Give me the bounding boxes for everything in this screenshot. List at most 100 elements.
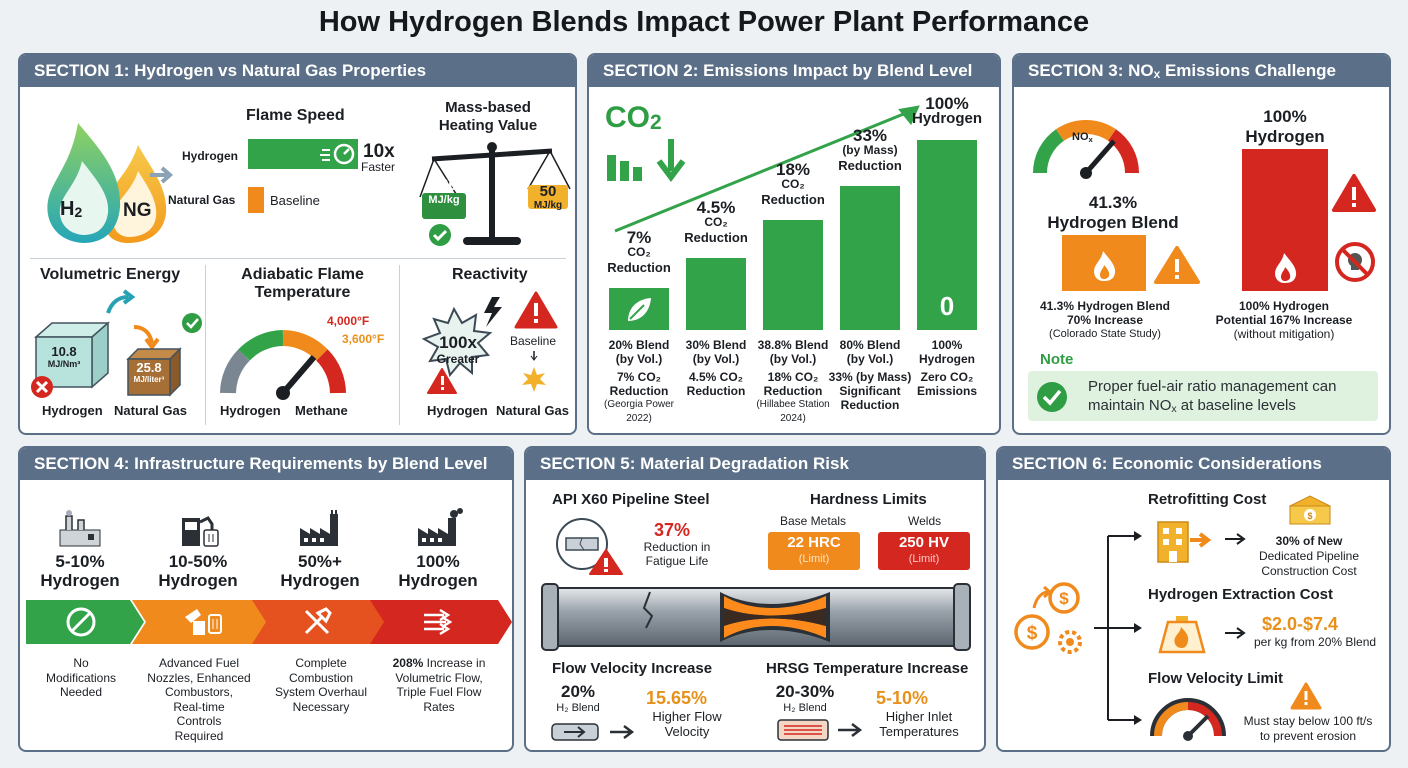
infra-level-icon-1 [58, 508, 102, 553]
co2-label: CO2 [605, 101, 662, 134]
balance-scale-icon [419, 142, 571, 245]
warning-icon-3 [1290, 682, 1322, 710]
flame-speed-title: Flame Speed [246, 107, 345, 124]
arrow-right-icon [150, 166, 174, 184]
section-2-header: SECTION 2: Emissions Impact by Blend Lev… [589, 55, 999, 87]
vol-lbl-h2: Hydrogen [42, 403, 103, 418]
infra-level-desc-4: 208% Increase in Volumetric Flow, Triple F… [392, 656, 486, 714]
flow-desc: Higher Flow Velocity [652, 709, 722, 739]
volumetric-title: Volumetric Energy [40, 266, 181, 283]
flow-limit-title: Flow Velocity Limit [1148, 670, 1284, 687]
note-title: Note [1040, 351, 1074, 368]
api-pct: 37% [654, 520, 691, 540]
hrsg-desc: Higher Inlet Temperatures [879, 709, 959, 739]
welds-label: Welds [908, 514, 942, 528]
pipe-crack-icon [556, 518, 623, 575]
reactivity-burst-icon [421, 291, 558, 394]
emission-bar-label-4: 33% (by Mass) Reduction [838, 126, 902, 173]
infra-chevron-3 [252, 600, 390, 644]
section-4-panel: SECTION 4: Infrastructure Requirements b… [18, 446, 514, 752]
mass-heating-title: Mass-based Heating Value [438, 99, 538, 134]
emission-bar-5 [917, 140, 977, 330]
weight-flame-icon [1158, 616, 1206, 654]
base-metal-badge: 22 HRC (Limit) [768, 532, 860, 570]
branch-arrows-icon [1094, 531, 1142, 725]
vol-lbl-ng: Natural Gas [114, 403, 187, 418]
nox-gauge-icon [1032, 119, 1140, 179]
check-circle-icon [1037, 382, 1067, 412]
arrow-right-icon-2 [1225, 533, 1246, 545]
emission-category-1: 20% Blend (by Vol.) 7% CO₂ Reduction (Georgi… [603, 338, 675, 424]
flame-speed-row-h2: Hydrogen [182, 149, 239, 163]
emission-bar-label-1: 7% CO₂ Reduction [607, 228, 671, 275]
flame-speed-bar-ng [248, 187, 264, 213]
warning-icon-2 [1332, 174, 1376, 212]
h2-speed-sub: Faster [361, 160, 396, 174]
extraction-value: $2.0-$7.4 [1262, 614, 1339, 634]
retro-title: Retrofitting Cost [1148, 491, 1267, 508]
reactivity-baseline: Baseline [510, 334, 557, 348]
emission-category-2: 30% Blend (by Vol.) 4.5% CO₂ Reduction [685, 338, 747, 398]
nox-caption-h2: 100% Hydrogen Potential 167% Increase (wit… [1215, 299, 1353, 341]
section-5-header: SECTION 5: Material Degradation Risk [526, 448, 984, 480]
reactivity-value: 100x Greater [436, 333, 480, 366]
api-desc: Reduction in Fatigue Life [643, 540, 711, 568]
emission-bar-3 [763, 220, 823, 330]
section-6-header: SECTION 6: Economic Considerations [998, 448, 1389, 480]
section-2-panel: SECTION 2: Emissions Impact by Blend Lev… [587, 53, 1001, 435]
arrow-right-icon-3 [1225, 627, 1246, 639]
emission-bar-label-5: 100% Hydrogen [911, 94, 982, 127]
flow-title: Flow Velocity Increase [552, 660, 713, 677]
infra-level-icon-2 [176, 508, 220, 553]
emissions-bar-chart: 7% CO₂ Reduction 20% Blend (by Vol.) 7% CO₂ Re… [589, 55, 999, 433]
extraction-sub: per kg from 20% Blend [1254, 635, 1377, 649]
mass-ng-value: 50 MJ/kg [533, 183, 563, 211]
note-box [1028, 371, 1378, 421]
base-metals-label: Base Metals [780, 514, 847, 528]
emission-bar-label-3: 18% CO₂ Reduction [761, 160, 825, 207]
infra-chevron-icon-3 [300, 605, 334, 644]
emission-category-4: 80% Blend (by Vol.) 33% (by Mass) Significa… [828, 338, 912, 412]
heater-coil-icon [777, 719, 863, 741]
h2-label: H2 [60, 198, 83, 220]
flow-pipe-icon [551, 723, 635, 741]
hardness-title: Hardness Limits [810, 491, 927, 508]
section-4-header: SECTION 4: Infrastructure Requirements b… [20, 448, 512, 480]
infra-level-icon-4 [416, 508, 466, 553]
temperature-gauge-icon [220, 330, 346, 400]
vol-h2-value: 10.8 MJ/Nm³ [47, 344, 81, 369]
flame-icon-2 [1275, 253, 1297, 283]
vol-ng-value: 25.8 MJ/liter³ [133, 360, 165, 384]
adia-temp-h2: 4,000°F [327, 314, 370, 328]
section-3-panel: SECTION 3: NOx Emissions Challenge NOx 4… [1012, 53, 1391, 435]
api-title: API X60 Pipeline Steel [552, 491, 710, 508]
note-text: Proper fuel-air ratio management can main… [1088, 378, 1337, 415]
check-icon [429, 224, 451, 246]
infra-level-pct-1: 5-10% Hydrogen [40, 552, 120, 590]
infra-level-desc-3: Complete Combustion System Overhaul Necessa… [274, 656, 368, 714]
infra-level-pct-4: 100% Hydrogen [398, 552, 478, 590]
react-lbl-h2: Hydrogen [427, 403, 488, 418]
emission-bar-4 [840, 186, 900, 330]
section-1-header: SECTION 1: Hydrogen vs Natural Gas Prope… [20, 55, 575, 87]
reactivity-title: Reactivity [452, 266, 528, 283]
h2-speed-value: 10x [363, 141, 395, 162]
blend-heading: 41.3% Hydrogen Blend [1047, 193, 1179, 232]
cross-icon [31, 376, 53, 398]
infra-chevron-icon-2 [181, 605, 225, 644]
infra-chevron-icon-1 [64, 605, 98, 644]
adia-temp-m: 3,600°F [342, 332, 385, 346]
speedometer-icon [320, 143, 355, 165]
emission-category-3: 38.8% Blend (by Vol.) 18% CO₂ Reduction (Hil… [756, 338, 830, 424]
infra-level-desc-2: Advanced Fuel Nozzles, Enhanced Combustors… [147, 656, 251, 743]
cube-icon [34, 289, 202, 397]
infra-chevron-1 [26, 600, 144, 644]
emission-category-5: 100% Hydrogen Zero CO₂ Emissions [916, 338, 978, 398]
weld-badge: 250 HV (Limit) [878, 532, 970, 570]
section-5-panel: SECTION 5: Material Degradation Risk API… [524, 446, 986, 752]
react-lbl-ng: Natural Gas [496, 403, 569, 418]
flow-value: 15.65% [646, 688, 708, 708]
trend-arrow-icon [614, 105, 920, 233]
retro-desc: 30% of New Dedicated Pipeline Construction… [1258, 534, 1360, 578]
adia-lbl-h2: Hydrogen [220, 403, 281, 418]
